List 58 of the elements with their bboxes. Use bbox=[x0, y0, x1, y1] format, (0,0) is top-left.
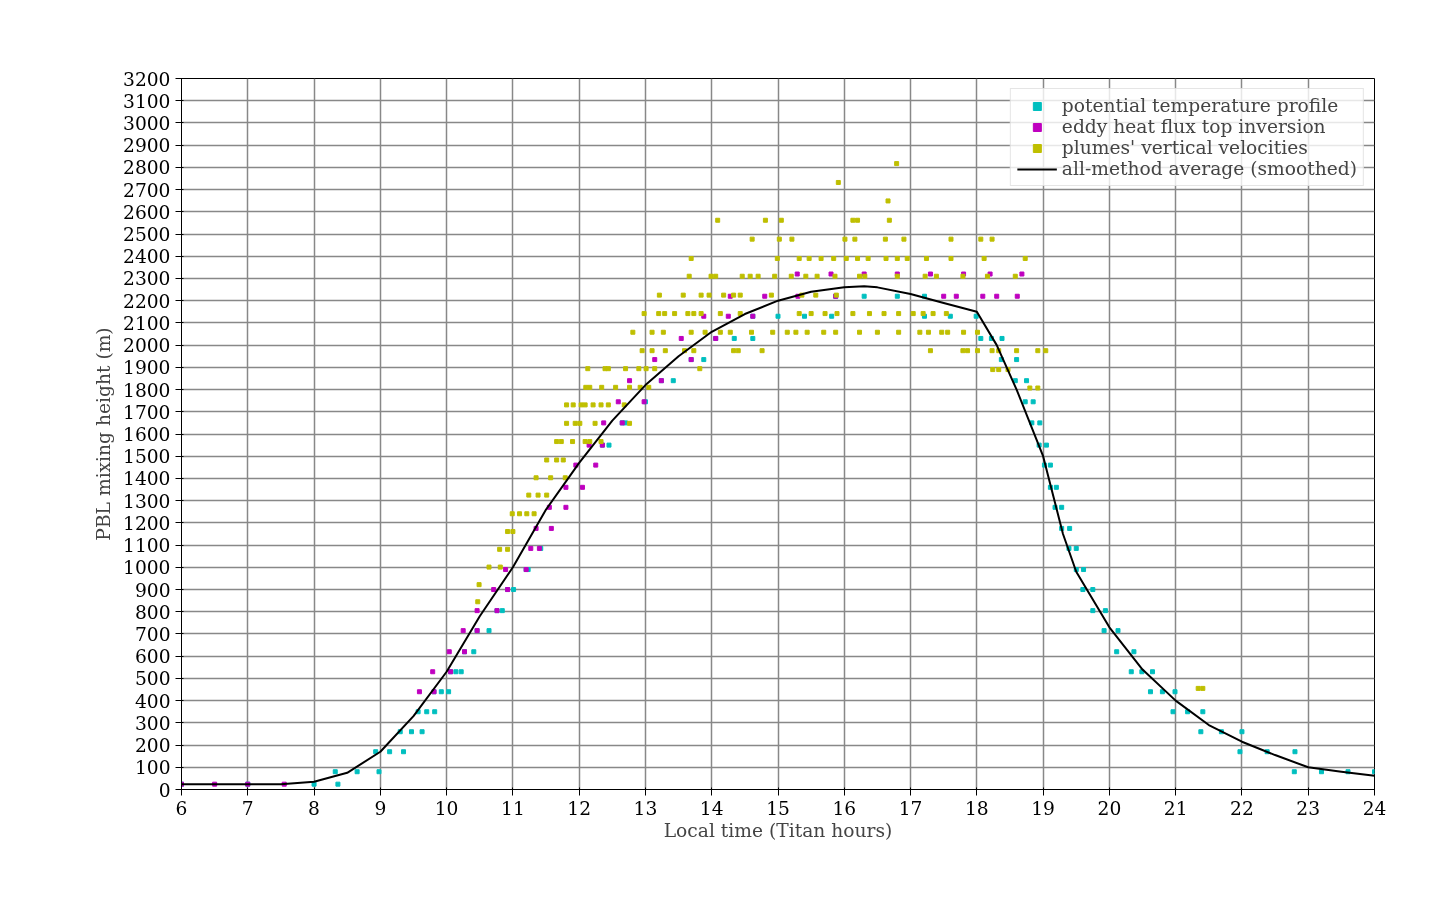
y-tick-label: 2000 bbox=[123, 335, 171, 357]
y-tick-label: 0 bbox=[158, 779, 171, 801]
x-tick-label: 20 bbox=[1097, 797, 1122, 819]
y-tick-label: 3000 bbox=[123, 112, 171, 134]
y-tick-label: 2100 bbox=[123, 312, 171, 334]
y-tick-label: 2600 bbox=[123, 201, 171, 223]
x-tick-label: 24 bbox=[1362, 797, 1387, 819]
y-tick-label: 2900 bbox=[123, 135, 171, 157]
x-tick-label: 9 bbox=[374, 797, 387, 819]
y-tick-label: 500 bbox=[134, 668, 171, 690]
x-tick-label: 16 bbox=[832, 797, 857, 819]
x-tick-label: 13 bbox=[633, 797, 658, 819]
legend-label: plumes' vertical velocities bbox=[1061, 137, 1308, 158]
x-axis-title: Local time (Titan hours) bbox=[663, 819, 893, 841]
x-tick-label: 11 bbox=[501, 797, 525, 819]
y-tick-label: 2200 bbox=[123, 290, 171, 312]
y-tick-label: 1200 bbox=[123, 512, 171, 534]
x-tick-label: 17 bbox=[898, 797, 923, 819]
x-tick-label: 8 bbox=[308, 797, 320, 819]
y-tick-label: 1300 bbox=[123, 490, 171, 512]
x-tick-label: 7 bbox=[241, 797, 254, 819]
x-tick-label: 15 bbox=[766, 797, 790, 819]
y-tick-label: 200 bbox=[134, 735, 171, 757]
x-tick-label: 18 bbox=[964, 797, 989, 819]
y-axis-title: PBL mixing height (m) bbox=[93, 327, 115, 541]
legend-label: potential temperature profile bbox=[1061, 95, 1339, 116]
y-tick-label: 2400 bbox=[123, 246, 171, 268]
y-tick-label: 700 bbox=[134, 623, 171, 645]
y-tick-label: 1100 bbox=[123, 535, 171, 557]
y-tick-label: 2300 bbox=[123, 268, 171, 290]
y-tick-label: 1500 bbox=[123, 446, 171, 468]
y-tick-label: 900 bbox=[134, 579, 171, 601]
y-tick-label: 2800 bbox=[123, 157, 171, 179]
legend-label: all-method average (smoothed) bbox=[1061, 158, 1357, 179]
x-tick-label: 22 bbox=[1230, 797, 1254, 819]
y-tick-label: 1800 bbox=[123, 379, 171, 401]
y-tick-label: 1700 bbox=[123, 401, 171, 423]
y-tick-label: 1900 bbox=[123, 357, 171, 379]
y-tick-label: 100 bbox=[134, 757, 171, 779]
x-tick-label: 10 bbox=[434, 797, 459, 819]
y-tick-label: 3100 bbox=[123, 90, 171, 112]
y-tick-label: 3200 bbox=[123, 68, 171, 90]
x-tick-label: 19 bbox=[1031, 797, 1055, 819]
y-tick-label: 1000 bbox=[123, 557, 171, 579]
y-tick-label: 2700 bbox=[123, 179, 171, 201]
y-tick-label: 1400 bbox=[123, 468, 171, 490]
y-tick-label: 300 bbox=[134, 712, 171, 734]
x-tick-label: 6 bbox=[175, 797, 188, 819]
x-tick-label: 14 bbox=[699, 797, 724, 819]
legend-label: eddy heat flux top inversion bbox=[1061, 116, 1326, 137]
y-tick-label: 400 bbox=[134, 690, 171, 712]
y-tick-label: 2500 bbox=[123, 224, 171, 246]
x-tick-label: 21 bbox=[1163, 797, 1188, 819]
y-tick-label: 1600 bbox=[123, 424, 171, 445]
x-tick-label: 23 bbox=[1296, 797, 1321, 819]
y-tick-label: 600 bbox=[134, 646, 171, 668]
y-tick-label: 800 bbox=[134, 601, 171, 623]
x-tick-label: 12 bbox=[567, 797, 592, 819]
